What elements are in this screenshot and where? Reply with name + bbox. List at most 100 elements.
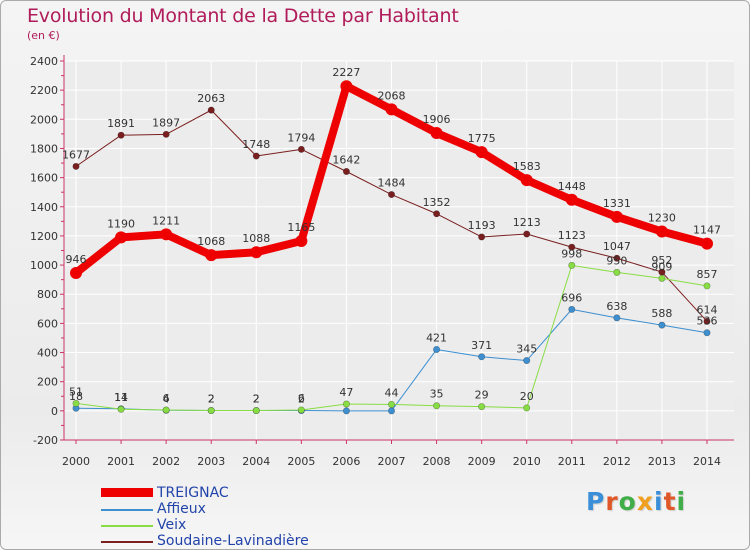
data-label-veix: 47 [339,386,353,399]
data-label-veix: 998 [561,247,582,260]
proxiti-logo: Proxiti [586,487,686,516]
data-label-soudaine-lavinadiere: 1047 [603,240,631,253]
data-label-affieux: 4 [163,392,170,405]
data-point-soudaine-lavinadiere [568,243,576,251]
x-tick-label: 2006 [332,455,360,468]
data-label-soudaine-lavinadiere: 1897 [152,116,180,129]
y-tick-label: 1000 [30,259,58,272]
series-soudaine-lavinadiere [72,106,711,325]
data-point-affieux [658,321,666,329]
data-point-treignac [340,80,353,93]
data-label-affieux: 371 [471,339,492,352]
data-point-veix [297,406,305,414]
data-label-veix: 51 [69,385,83,398]
legend-label-treignac: TREIGNAC [157,485,229,501]
data-point-affieux [568,305,576,313]
chart-title: Evolution du Montant de la Dette par Hab… [27,5,459,27]
data-point-veix [613,268,621,276]
data-label-treignac: 1583 [513,160,541,173]
data-label-soudaine-lavinadiere: 1642 [332,153,360,166]
data-point-veix [703,282,711,290]
data-point-veix [342,400,350,408]
series-treignac [70,80,713,279]
data-point-treignac [205,249,218,262]
data-label-soudaine-lavinadiere: 1891 [107,117,135,130]
data-label-treignac: 1165 [287,221,315,234]
data-label-veix: 6 [298,392,305,405]
x-tick-label: 2004 [242,455,270,468]
data-point-treignac [115,231,128,244]
data-point-affieux [433,345,441,353]
x-tick-label: 2010 [513,455,541,468]
data-point-affieux [523,357,531,365]
data-label-soudaine-lavinadiere: 1677 [62,148,90,161]
y-tick-label: 600 [37,317,58,330]
data-point-soudaine-lavinadiere [613,254,621,262]
data-point-veix [117,405,125,413]
data-label-affieux: 2 [208,393,215,406]
data-point-treignac [430,127,443,140]
logo-letter: i [654,487,664,516]
logo-letter: x [636,487,654,516]
legend-swatch-soudaine-lavinadiere [101,541,153,543]
data-point-veix [568,261,576,269]
y-tick-label: 2000 [30,113,58,126]
data-label-veix: 11 [114,391,128,404]
data-label-veix: 29 [475,389,489,402]
x-tick-label: 2013 [648,455,676,468]
data-label-affieux: 536 [697,315,718,328]
data-label-affieux: 345 [516,343,537,356]
y-tick-label: 1200 [30,230,58,243]
y-tick-label: 200 [37,376,58,389]
data-point-veix [162,406,170,414]
data-label-affieux: 2 [298,393,305,406]
data-point-soudaine-lavinadiere [297,145,305,153]
data-point-soudaine-lavinadiere [162,130,170,138]
data-label-soudaine-lavinadiere: 2063 [197,92,225,105]
x-tick-label: 2014 [693,455,721,468]
logo-letter: P [586,487,606,516]
data-label-veix: 6 [163,392,170,405]
data-point-treignac [655,225,668,238]
x-tick-label: 2009 [468,455,496,468]
data-point-veix [433,402,441,410]
data-point-treignac [565,193,578,206]
data-point-treignac [610,210,623,223]
logo-letter: r [605,487,619,516]
data-label-treignac: 1775 [468,132,496,145]
data-point-soudaine-lavinadiere [703,317,711,325]
legend-swatch-veix [101,525,153,527]
data-label-affieux: 18 [69,390,83,403]
data-label-treignac: 1230 [648,212,676,225]
data-label-veix: 2 [208,393,215,406]
data-point-affieux [478,353,486,361]
data-point-veix [387,400,395,408]
data-label-treignac: 1211 [152,214,180,227]
data-point-soudaine-lavinadiere [117,131,125,139]
data-label-soudaine-lavinadiere: 1748 [242,138,270,151]
data-label-soudaine-lavinadiere: 614 [697,303,718,316]
y-tick-label: 2200 [30,84,58,97]
data-label-treignac: 1448 [558,180,586,193]
legend-label-affieux: Affieux [157,501,206,517]
x-tick-label: 2000 [62,455,90,468]
data-point-veix [478,403,486,411]
data-label-treignac: 1088 [242,232,270,245]
data-label-veix: 2 [253,393,260,406]
y-tick-label: 800 [37,288,58,301]
y-tick-label: 1400 [30,201,58,214]
x-tick-label: 2012 [603,455,631,468]
data-point-soudaine-lavinadiere [433,210,441,218]
legend-label-veix: Veix [157,517,187,533]
data-label-affieux: 2 [253,393,260,406]
data-label-veix: 950 [606,254,627,267]
data-point-soudaine-lavinadiere [478,233,486,241]
data-label-treignac: 1331 [603,197,631,210]
data-label-veix: 20 [520,390,534,403]
data-point-treignac [160,228,173,241]
data-label-soudaine-lavinadiere: 1193 [468,219,496,232]
data-label-treignac: 2068 [378,89,406,102]
x-tick-label: 2008 [423,455,451,468]
